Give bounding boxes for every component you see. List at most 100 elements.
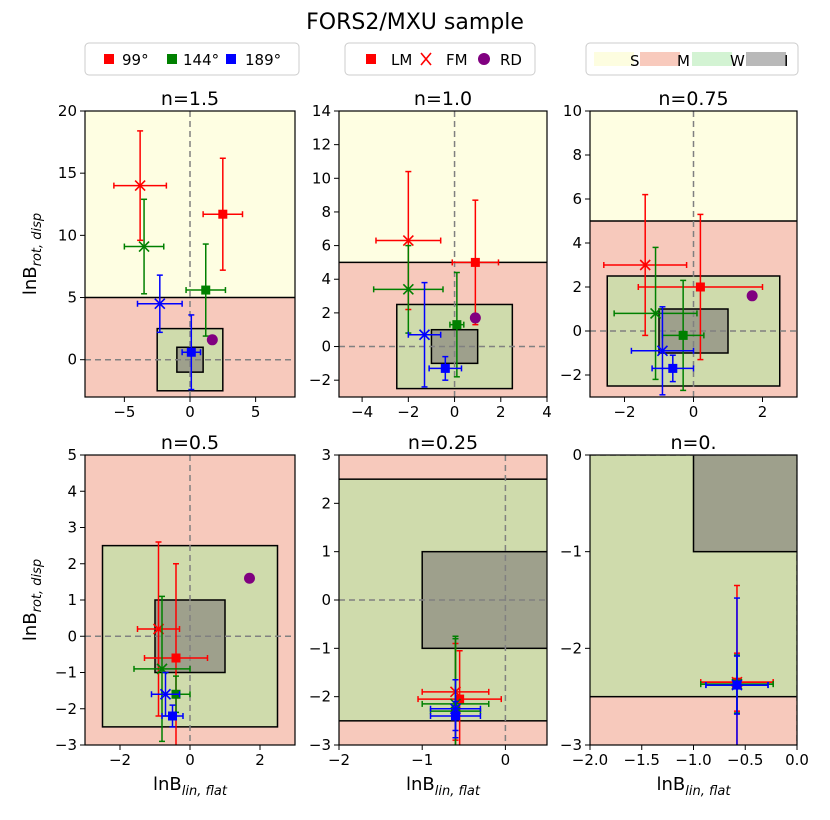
marker-square: [452, 320, 462, 330]
legend-swatch-s: [594, 52, 634, 66]
plot-area: [339, 455, 547, 745]
y-tick-label: −1: [309, 639, 331, 657]
x-tick-label: −4: [351, 403, 373, 421]
data-point-x-green: [613, 246, 698, 381]
legend-swatch-144: [167, 54, 177, 64]
y-tick-label: −2: [560, 366, 582, 384]
y-tick-label: 0: [321, 338, 331, 356]
x-tick-label: −2: [328, 751, 350, 769]
legend-swatch-i: [746, 52, 786, 66]
panel-4: −2 0 2 −3 −2 −1 0 1 2 3 4 5 n=0.5 lnBlin, flat lnBrot,…: [20, 432, 296, 799]
marker-x: [649, 307, 662, 319]
marker-circle: [746, 290, 758, 302]
x-tick-label: 0.0: [785, 751, 809, 769]
data-point-circle-purple: [244, 572, 255, 584]
legend-swatch-99: [104, 54, 114, 64]
data-point-square-red: [202, 157, 244, 271]
x-tick-label: 2: [758, 403, 768, 421]
legend-swatch-rd: [478, 53, 490, 65]
y-tick-label: −2: [560, 639, 582, 657]
marker-x: [418, 329, 431, 341]
y-tick-label: −2: [309, 688, 331, 706]
y-tick-label: 5: [67, 289, 77, 307]
legend-swatch-w: [692, 52, 732, 66]
y-tick-label: 5: [67, 446, 77, 464]
x-tick-label: −2: [613, 403, 635, 421]
marker-x: [154, 298, 166, 310]
legend-label-lm: LM: [391, 51, 412, 69]
y-tick-label: 10: [312, 169, 331, 187]
marker-x: [156, 663, 168, 675]
axes-frame: [338, 110, 548, 398]
x-tick-label: 4: [542, 403, 552, 421]
y-tick-label: 6: [572, 190, 582, 208]
marker-x: [138, 240, 150, 253]
marker-x: [402, 234, 414, 247]
y-tick-label: 14: [312, 102, 331, 120]
legend-label-144: 144°: [183, 51, 219, 69]
y-tick-label: 4: [67, 482, 77, 500]
legend-swatch-lm: [366, 54, 376, 64]
x-tick-label: 5: [251, 403, 261, 421]
legend-label-m: M: [677, 52, 690, 70]
x-tick-label: 0: [185, 751, 195, 769]
x-tick-label: −1.0: [675, 751, 711, 769]
y-tick-label: −3: [309, 736, 331, 754]
data-point-x-blue: [705, 655, 769, 715]
legend-regions: S M W I: [585, 42, 799, 76]
marker-square: [470, 257, 480, 267]
data-point-x-blue: [407, 281, 442, 388]
y-tick-label: 20: [58, 102, 77, 120]
legend-swatch-fm: [420, 52, 432, 66]
y-tick-label: 3: [67, 519, 77, 537]
y-tick-label: 1: [67, 591, 77, 609]
x-tick-label: −2: [397, 403, 419, 421]
marker-square: [218, 209, 228, 219]
y-tick-label: 4: [321, 270, 331, 288]
y-tick-label: 8: [572, 146, 582, 164]
y-tick-label: −2: [55, 700, 77, 718]
figure-title: FORS2/MXU sample: [306, 10, 524, 35]
x-tick-label: 0: [501, 751, 511, 769]
plot-area: [590, 111, 797, 397]
data-point-x-blue: [136, 274, 183, 334]
y-tick-label: 10: [563, 102, 582, 120]
x-tick-label: −2.0: [572, 751, 608, 769]
data-point-x-blue: [150, 671, 181, 717]
y-tick-label: 2: [572, 278, 582, 296]
y-tick-label: 0: [321, 591, 331, 609]
y-tick-label: 0: [67, 351, 77, 369]
x-tick-label: −0.5: [727, 751, 763, 769]
x-axis-label: lnBlin, flat: [153, 774, 228, 799]
y-tick-label: −1: [55, 664, 77, 682]
panel-title: n=1.0: [414, 88, 472, 110]
x-tick-label: 2: [496, 403, 506, 421]
x-tick-label: 0: [689, 403, 699, 421]
panel-6: −2.0 −1.5 −1.0 −0.5 0.0 −3 −2 −1 0 n=0. lnBlin, fl…: [560, 432, 809, 799]
data-point-square-red: [143, 563, 209, 745]
marker-x: [639, 259, 651, 271]
plot-area: [85, 111, 295, 397]
legend-label-189: 189°: [245, 51, 281, 69]
marker-x: [402, 283, 414, 295]
y-tick-label: −3: [560, 736, 582, 754]
y-tick-label: 6: [321, 237, 331, 255]
marker-x: [656, 345, 669, 357]
x-tick-label: −5: [113, 403, 135, 421]
y-tick-label: 0: [572, 322, 582, 340]
y-tick-label: 10: [58, 226, 77, 244]
panel-title: n=0.75: [658, 88, 728, 110]
y-tick-label: 8: [321, 203, 331, 221]
region-strong: [339, 111, 547, 263]
data-point-square-blue: [651, 354, 695, 383]
marker-square: [695, 282, 705, 292]
data-point-x-red: [113, 130, 168, 242]
plot-area: [85, 455, 295, 745]
y-tick-label: 1: [321, 543, 331, 561]
plot-area: [339, 111, 547, 397]
marker-square: [168, 711, 177, 721]
y-tick-label: −1: [560, 543, 582, 561]
y-tick-label: 0: [67, 627, 77, 645]
data-point-x-blue: [630, 306, 695, 396]
